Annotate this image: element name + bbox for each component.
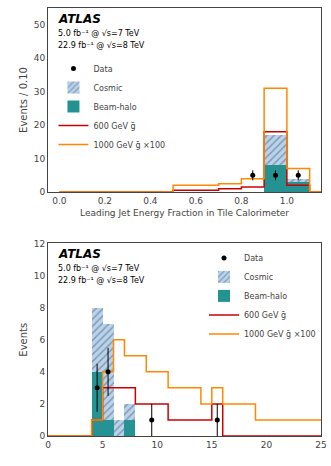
svg-text:Events / 0.10: Events / 0.10 bbox=[18, 67, 29, 133]
svg-text:8: 8 bbox=[39, 303, 45, 313]
svg-text:2: 2 bbox=[39, 399, 45, 409]
svg-text:5.0 fb⁻¹ @ √s=7 TeV: 5.0 fb⁻¹ @ √s=7 TeV bbox=[58, 264, 140, 273]
svg-text:10: 10 bbox=[34, 271, 46, 281]
svg-text:Beam-halo: Beam-halo bbox=[244, 292, 287, 301]
svg-text:Events: Events bbox=[18, 323, 29, 357]
svg-text:20: 20 bbox=[34, 120, 46, 130]
svg-text:0.6: 0.6 bbox=[189, 196, 204, 206]
svg-text:25: 25 bbox=[315, 440, 326, 450]
svg-text:Beam-halo: Beam-halo bbox=[93, 103, 136, 112]
svg-text:1000 GeV ḡ ×100: 1000 GeV ḡ ×100 bbox=[244, 330, 316, 339]
svg-text:Data: Data bbox=[244, 254, 263, 263]
svg-text:20: 20 bbox=[261, 440, 273, 450]
svg-text:1000 GeV ḡ ×100: 1000 GeV ḡ ×100 bbox=[93, 141, 165, 150]
svg-text:1.0: 1.0 bbox=[280, 196, 295, 206]
svg-text:22.9 fb⁻¹ @ √s=8 TeV: 22.9 fb⁻¹ @ √s=8 TeV bbox=[58, 41, 145, 50]
svg-text:40: 40 bbox=[34, 53, 46, 63]
svg-text:30: 30 bbox=[34, 87, 46, 97]
svg-text:10: 10 bbox=[34, 154, 46, 164]
svg-text:0: 0 bbox=[39, 187, 45, 197]
svg-text:0: 0 bbox=[39, 431, 45, 441]
svg-text:600 GeV ḡ: 600 GeV ḡ bbox=[93, 122, 135, 131]
svg-text:50: 50 bbox=[34, 20, 46, 30]
svg-text:0: 0 bbox=[45, 440, 51, 450]
svg-text:0.4: 0.4 bbox=[143, 196, 158, 206]
svg-text:0.0: 0.0 bbox=[52, 196, 67, 206]
svg-text:6: 6 bbox=[39, 335, 45, 345]
svg-text:0.2: 0.2 bbox=[98, 196, 112, 206]
svg-text:Cosmic: Cosmic bbox=[93, 84, 122, 93]
svg-text:15: 15 bbox=[206, 440, 217, 450]
svg-text:ATLAS: ATLAS bbox=[58, 12, 101, 26]
svg-text:5: 5 bbox=[100, 440, 106, 450]
svg-text:0.8: 0.8 bbox=[234, 196, 249, 206]
svg-text:22.9 fb⁻¹ @ √s=8 TeV: 22.9 fb⁻¹ @ √s=8 TeV bbox=[58, 276, 145, 285]
svg-text:ATLAS: ATLAS bbox=[58, 247, 101, 261]
svg-text:Cosmic: Cosmic bbox=[244, 273, 273, 282]
svg-text:4: 4 bbox=[39, 367, 45, 377]
svg-text:10: 10 bbox=[151, 440, 163, 450]
svg-text:5.0 fb⁻¹ @ √s=7 TeV: 5.0 fb⁻¹ @ √s=7 TeV bbox=[58, 29, 140, 38]
svg-text:Leading Jet Energy Fraction in: Leading Jet Energy Fraction in Tile Calo… bbox=[80, 208, 289, 218]
svg-text:600 GeV ḡ: 600 GeV ḡ bbox=[244, 311, 286, 320]
svg-text:Data: Data bbox=[93, 65, 112, 74]
svg-text:12: 12 bbox=[34, 239, 45, 249]
